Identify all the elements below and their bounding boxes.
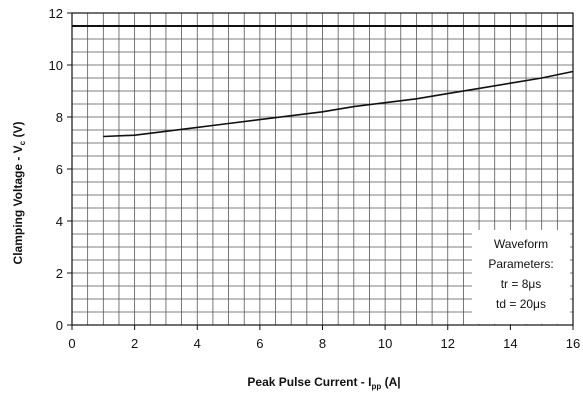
x-tick-label: 0	[68, 336, 75, 351]
x-tick-label: 2	[131, 336, 138, 351]
x-tick-label: 10	[378, 336, 392, 351]
annotation-line-4: td = 20μs	[496, 297, 546, 311]
x-tick-label: 6	[256, 336, 263, 351]
x-tick-label: 14	[503, 336, 517, 351]
x-tick-label: 8	[319, 336, 326, 351]
y-tick-label: 2	[56, 266, 63, 281]
y-tick-label: 12	[49, 6, 63, 21]
x-ticks: 0 2 4 6 8 10 12 14 16	[68, 325, 580, 351]
y-tick-label: 10	[49, 58, 63, 73]
annotation-line-1: Waveform	[494, 237, 548, 251]
y-tick-label: 4	[56, 214, 63, 229]
x-tick-label: 4	[194, 336, 201, 351]
y-ticks: 0 2 4 6 8 10 12	[49, 6, 72, 333]
x-tick-label: 12	[441, 336, 455, 351]
x-axis-label: Peak Pulse Current - Ipp (A|	[247, 375, 400, 391]
annotation-box	[472, 230, 570, 324]
annotation-line-3: tr = 8μs	[501, 277, 542, 291]
series-line	[103, 70, 574, 138]
y-tick-label: 6	[56, 162, 63, 177]
x-tick-label: 16	[566, 336, 580, 351]
annotation-line-2: Parameters:	[488, 257, 553, 271]
y-axis-label: Clamping Voltage - Vc (V)	[11, 122, 27, 265]
y-tick-label: 8	[56, 110, 63, 125]
y-tick-label: 0	[56, 318, 63, 333]
